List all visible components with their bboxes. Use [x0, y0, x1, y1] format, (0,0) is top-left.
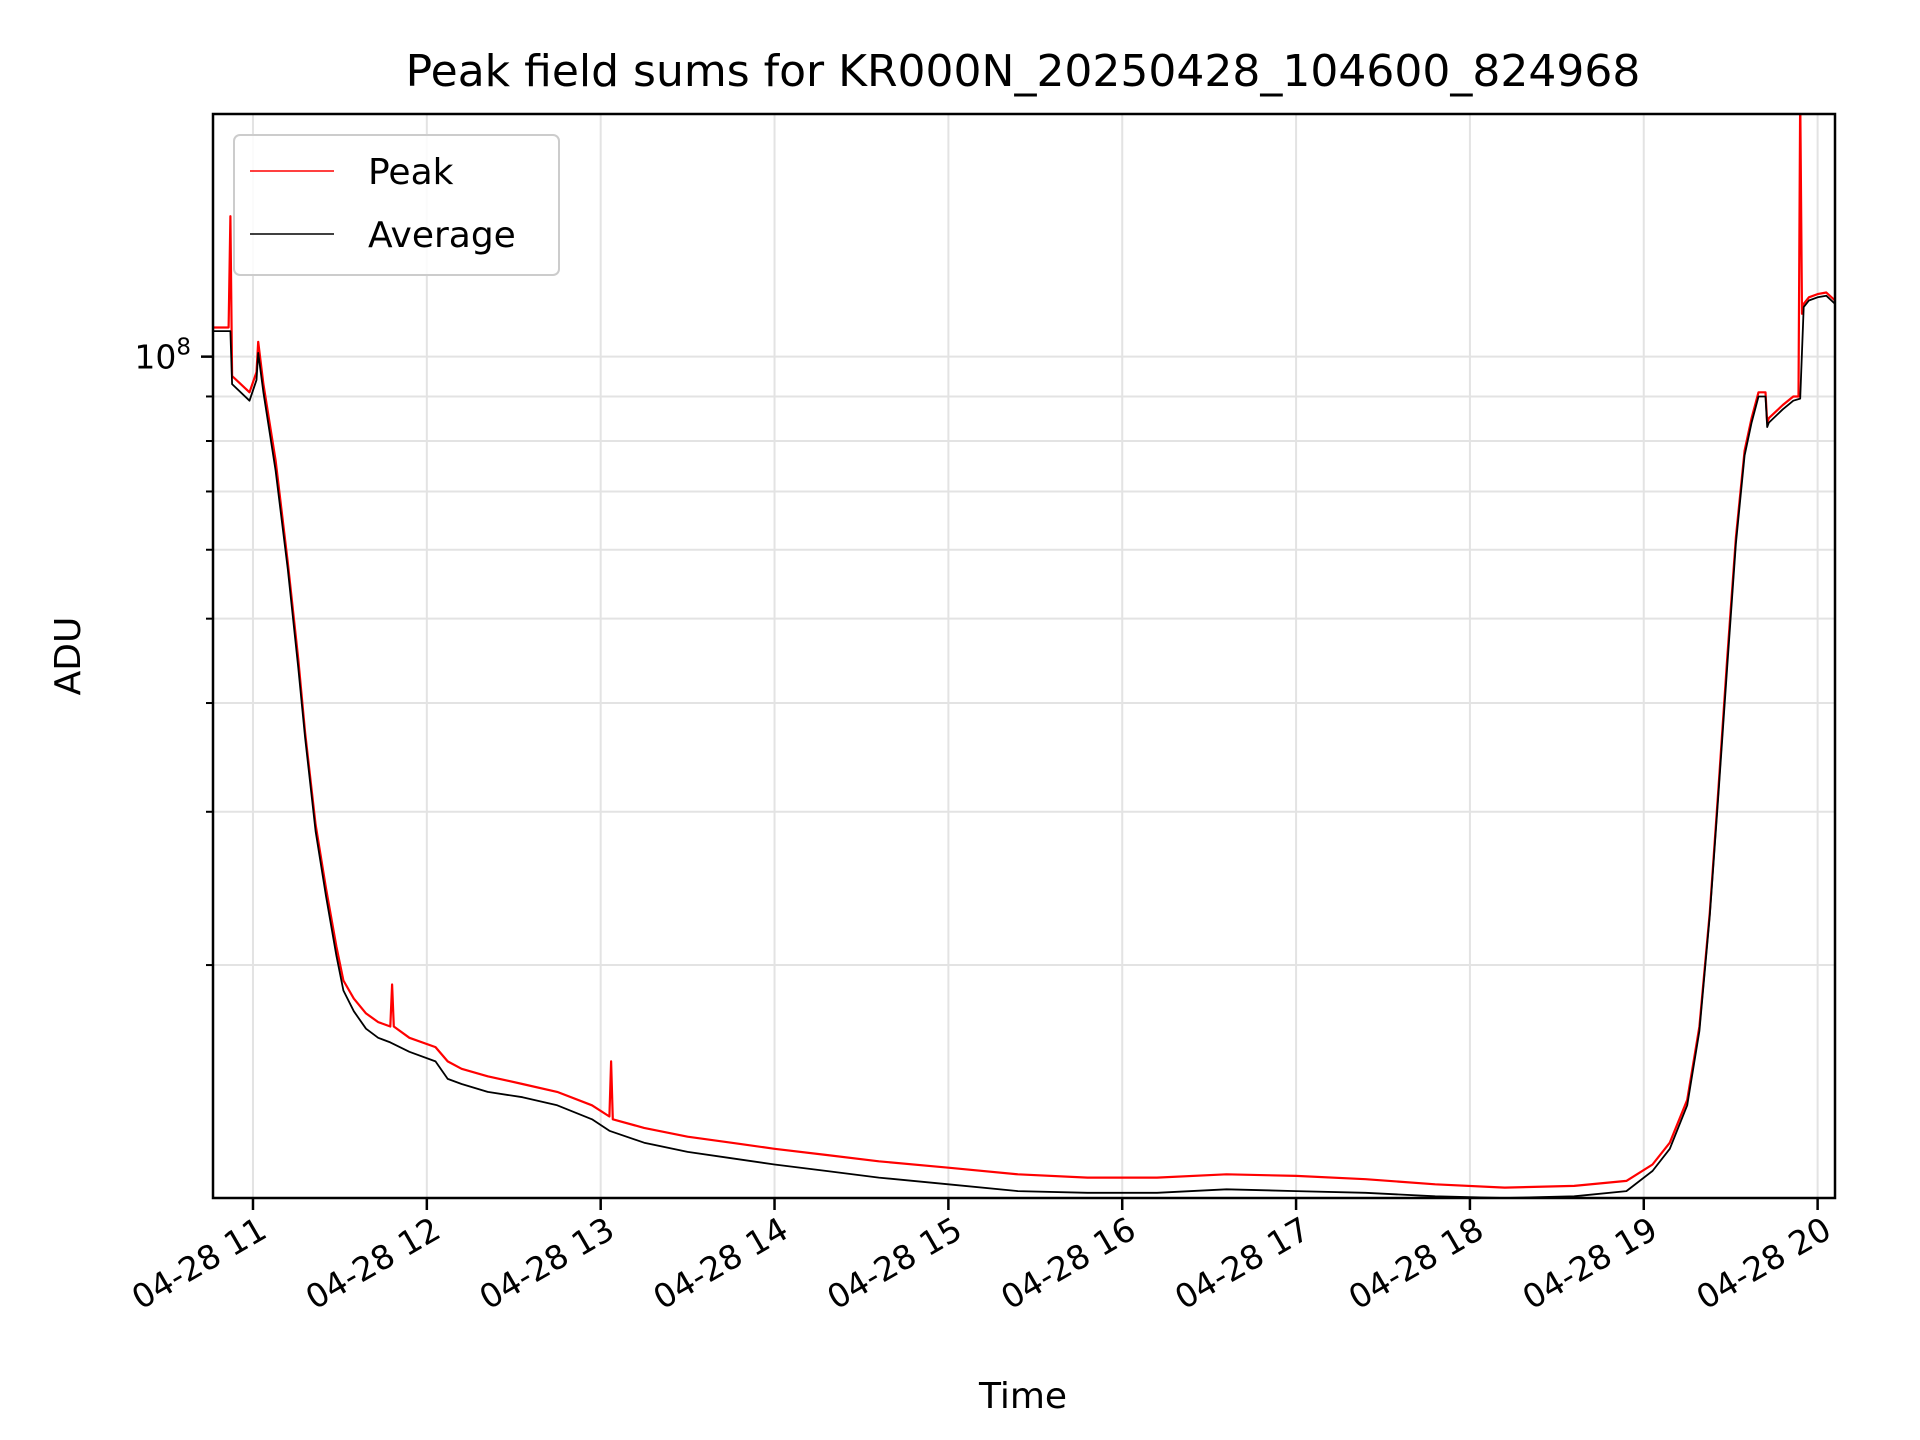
y-axis-label: ADU: [48, 617, 89, 696]
legend-label-average: Average: [368, 215, 516, 256]
plot-frame: [211, 112, 1837, 1200]
series-line-average: [213, 294, 1835, 1198]
legend-label-peak: Peak: [368, 152, 454, 193]
y-axis-ticks: 108: [134, 335, 213, 967]
x-axis-label: Time: [978, 1376, 1067, 1417]
legend-box: [233, 134, 560, 276]
grid-lines: [213, 114, 1835, 1198]
legend: Peak Average: [233, 134, 560, 276]
y-tick-label: 108: [134, 335, 191, 377]
series-lines: [213, 114, 1835, 1198]
chart-title: Peak field sums for KR000N_20250428_1046…: [406, 46, 1641, 97]
series-line-peak: [213, 114, 1835, 1189]
